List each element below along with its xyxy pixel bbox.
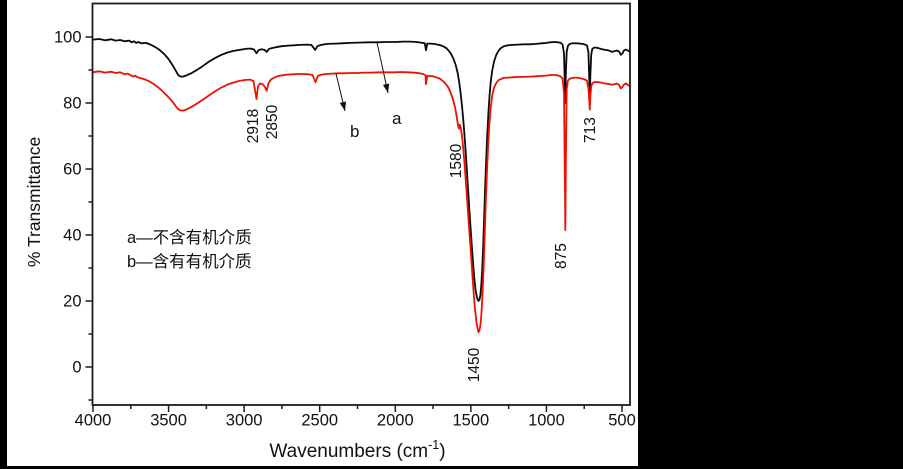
curve-pointer-a: a — [376, 42, 402, 128]
plot-panel — [7, 0, 638, 466]
x-tick-label: 3000 — [226, 412, 263, 430]
y-tick-label: 60 — [63, 161, 81, 179]
x-tick-label: 3500 — [150, 412, 187, 430]
x-tick-label: 1000 — [528, 412, 565, 430]
y-tick-label: 0 — [72, 359, 81, 377]
peak-label-1580: 1580 — [448, 143, 465, 178]
peak-label-2850: 2850 — [264, 104, 281, 139]
pointer-arrowhead-a — [382, 83, 390, 93]
y-axis-title: % Transmittance — [24, 137, 44, 267]
x-tick-label: 2500 — [301, 412, 338, 430]
curve-label-b: b — [350, 122, 359, 141]
y-tick-label: 20 — [63, 293, 81, 311]
peak-label-875: 875 — [553, 243, 570, 269]
curve-label-a: a — [392, 109, 402, 128]
peak-label-713: 713 — [582, 117, 599, 143]
ticks-group — [85, 36, 623, 412]
curve-pointer-b: b — [335, 73, 359, 141]
y-tick-label: 80 — [63, 95, 81, 113]
x-tick-label: 2000 — [377, 412, 414, 430]
legend-line-b: b—含有有机介质 — [127, 252, 252, 271]
legend-line-a: a—不含有机介质 — [127, 228, 252, 247]
peak-label-1450: 1450 — [466, 347, 483, 382]
curves-group — [92, 38, 630, 333]
pointer-arrowhead-b — [339, 101, 347, 111]
x-tick-label: 500 — [608, 412, 636, 430]
spectrum-curve-b — [92, 70, 630, 333]
x-tick-label: 4000 — [75, 412, 112, 430]
plot-frame — [91, 2, 631, 406]
y-tick-label: 100 — [54, 29, 82, 47]
x-axis-title: Wavenumbers (cm-1) — [269, 438, 445, 462]
peak-label-2918: 2918 — [245, 109, 262, 143]
x-tick-label: 1500 — [452, 412, 489, 430]
y-tick-label: 40 — [63, 227, 81, 245]
spectrum-curve-a — [92, 38, 630, 302]
